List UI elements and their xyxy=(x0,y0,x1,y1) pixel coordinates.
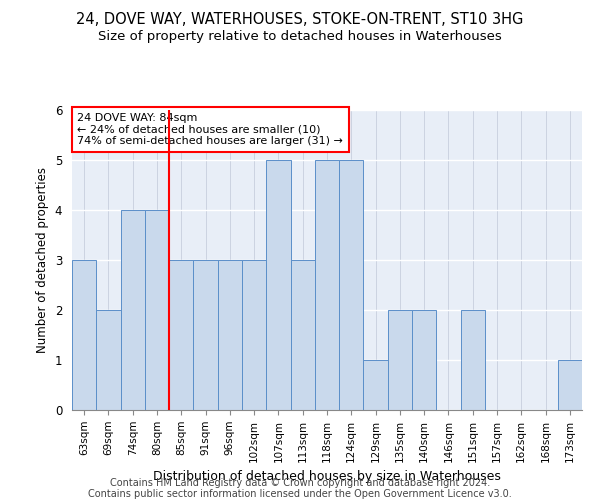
Text: 24, DOVE WAY, WATERHOUSES, STOKE-ON-TRENT, ST10 3HG: 24, DOVE WAY, WATERHOUSES, STOKE-ON-TREN… xyxy=(76,12,524,28)
Text: Contains HM Land Registry data © Crown copyright and database right 2024.: Contains HM Land Registry data © Crown c… xyxy=(110,478,490,488)
Text: 24 DOVE WAY: 84sqm
← 24% of detached houses are smaller (10)
74% of semi-detache: 24 DOVE WAY: 84sqm ← 24% of detached hou… xyxy=(77,113,343,146)
Bar xyxy=(266,160,290,410)
Bar xyxy=(412,310,436,410)
Bar xyxy=(169,260,193,410)
Bar xyxy=(388,310,412,410)
Bar xyxy=(558,360,582,410)
Bar xyxy=(315,160,339,410)
X-axis label: Distribution of detached houses by size in Waterhouses: Distribution of detached houses by size … xyxy=(153,470,501,483)
Bar xyxy=(461,310,485,410)
Y-axis label: Number of detached properties: Number of detached properties xyxy=(36,167,49,353)
Bar xyxy=(364,360,388,410)
Bar xyxy=(96,310,121,410)
Text: Contains public sector information licensed under the Open Government Licence v3: Contains public sector information licen… xyxy=(88,489,512,499)
Bar xyxy=(290,260,315,410)
Bar xyxy=(193,260,218,410)
Bar xyxy=(72,260,96,410)
Bar xyxy=(145,210,169,410)
Bar xyxy=(121,210,145,410)
Bar xyxy=(218,260,242,410)
Text: Size of property relative to detached houses in Waterhouses: Size of property relative to detached ho… xyxy=(98,30,502,43)
Bar xyxy=(242,260,266,410)
Bar xyxy=(339,160,364,410)
